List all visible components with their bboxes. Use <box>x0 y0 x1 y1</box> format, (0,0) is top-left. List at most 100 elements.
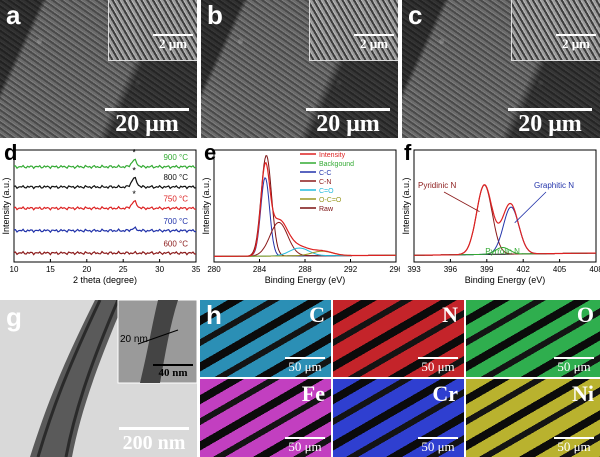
sem-inset <box>309 0 398 61</box>
chart-f: f 393 396 399 402 405 408 Binding Energy (eV) I… <box>400 140 600 298</box>
plot-frame <box>13 149 197 263</box>
x-tick-label: 284 <box>253 265 267 274</box>
x-tick-label: 35 <box>192 265 200 274</box>
x-tick-label: 288 <box>298 265 312 274</box>
sem-panel-b: b 2 μm 20 μm <box>201 0 398 138</box>
sem-inset <box>108 0 197 61</box>
x-tick-label: 408 <box>589 265 600 274</box>
chart-d: d 10 15 20 25 30 35 2 theta (degree) Intensity … <box>0 140 201 298</box>
series-label: 900 °C <box>163 153 188 162</box>
sem-inset <box>511 0 600 61</box>
element-label: O <box>576 302 594 327</box>
x-tick-label: 10 <box>10 265 19 274</box>
legend-label: Raw <box>319 206 334 213</box>
component-line <box>214 155 396 257</box>
scale-bar: 20 μm <box>105 108 189 136</box>
y-axis-label: Intensity (a.u.) <box>401 177 411 234</box>
y-axis-label: Intensity (a.u.) <box>1 177 11 234</box>
element-label: Cr <box>432 381 458 406</box>
eds-map-c: C 50 μm <box>200 300 331 377</box>
x-tick-label: 402 <box>517 265 531 274</box>
element-label: Fe <box>301 381 325 406</box>
element-label: N <box>442 302 458 327</box>
plot-frame <box>413 149 597 263</box>
series-label: 750 °C <box>163 195 188 204</box>
xps-n1s-chart: 393 396 399 402 405 408 Binding Energy (eV) Int… <box>401 149 600 285</box>
inset-scale-bar: 40 nm <box>153 364 193 380</box>
inset-scale-bar: 2 μm <box>153 34 193 50</box>
series-line <box>13 158 196 170</box>
tem-panel-g: g 20 nm 40 nm 200 nm <box>0 300 197 457</box>
plot-frame <box>213 149 397 263</box>
scale-bar: 200 nm <box>119 427 189 455</box>
sem-panel-c: c 2 μm 20 μm <box>402 0 600 138</box>
x-tick-label: 296 <box>389 265 400 274</box>
annotation-graphitic: Graphitic N <box>534 181 574 190</box>
measure-label: 20 nm <box>120 334 148 345</box>
legend-label: O-C=O <box>319 197 342 204</box>
scale-bar: 50 μm <box>554 357 594 373</box>
series-line <box>13 250 197 256</box>
panel-letter: e <box>204 140 217 165</box>
x-tick-label: 399 <box>480 265 494 274</box>
element-label: C <box>309 302 325 327</box>
series-line <box>13 176 196 190</box>
scale-bar: 50 μm <box>418 357 458 373</box>
x-tick-label: 20 <box>82 265 91 274</box>
legend-label: C=O <box>319 188 334 195</box>
x-axis-label: Binding Energy (eV) <box>265 275 346 285</box>
x-tick-label: 280 <box>207 265 221 274</box>
scale-bar: 50 μm <box>418 437 458 453</box>
x-axis-label: Binding Energy (eV) <box>465 275 546 285</box>
eds-map-cr: Cr 50 μm <box>333 379 464 457</box>
inset-scale-bar: 2 μm <box>556 34 596 50</box>
series-label: 800 °C <box>163 173 188 182</box>
legend-label: C-N <box>319 179 331 186</box>
peak-marker: * <box>132 189 136 199</box>
panel-letter: h <box>206 300 222 330</box>
intensity-line <box>214 161 396 257</box>
inset-scale-bar: 2 μm <box>354 34 394 50</box>
panel-letter: g <box>6 302 22 332</box>
scale-bar: 50 μm <box>554 437 594 453</box>
x-tick-label: 25 <box>119 265 128 274</box>
annotation-arrow <box>443 191 480 212</box>
series-line <box>13 226 197 234</box>
panel-letter: f <box>404 140 412 165</box>
xps-c1s-chart: 280 284 288 292 296 Binding Energy (eV) Intens… <box>201 149 403 285</box>
x-tick-label: 292 <box>344 265 358 274</box>
x-tick-label: 30 <box>155 265 164 274</box>
sem-panel-a: a 2 μm 20 μm <box>0 0 197 138</box>
envelope-line <box>414 184 597 256</box>
xrd-chart: 10 15 20 25 30 35 2 theta (degree) Intensity (a… <box>1 148 201 285</box>
scale-bar: 50 μm <box>285 437 325 453</box>
legend-label: C-C <box>319 170 331 177</box>
element-label: Ni <box>572 381 594 406</box>
eds-map-o: O 50 μm <box>466 300 600 377</box>
tem-image <box>30 300 197 457</box>
panel-letter: a <box>6 0 21 30</box>
x-axis-label: 2 theta (degree) <box>73 275 137 285</box>
x-tick-label: 405 <box>553 265 567 274</box>
legend-label: Backgound <box>319 161 354 168</box>
peak-marker: * <box>132 166 136 176</box>
x-tick-label: 393 <box>407 265 421 274</box>
x-tick-label: 396 <box>444 265 458 274</box>
panel-letter: d <box>4 140 18 165</box>
series-label: 600 °C <box>163 239 188 248</box>
panel-letter: b <box>207 0 223 30</box>
component-line <box>214 221 396 257</box>
annotation-pyrrolic: Pyrrolic N <box>485 247 520 256</box>
eds-map-ni: Ni 50 μm <box>466 379 600 457</box>
scale-bar: 20 μm <box>306 108 390 136</box>
scale-bar: 50 μm <box>285 357 325 373</box>
series-line <box>13 199 197 211</box>
annotation-arrow <box>514 191 547 224</box>
y-axis-label: Intensity (a.u.) <box>201 177 211 234</box>
scale-bar: 20 μm <box>508 108 592 136</box>
panel-letter: c <box>408 0 423 30</box>
peak-marker: * <box>132 148 136 158</box>
legend-label: Intensity <box>319 152 346 159</box>
chart-e: e 280 284 288 292 296 Binding Energy (eV) Inte… <box>200 140 403 298</box>
eds-map-fe: Fe 50 μm <box>200 379 331 457</box>
